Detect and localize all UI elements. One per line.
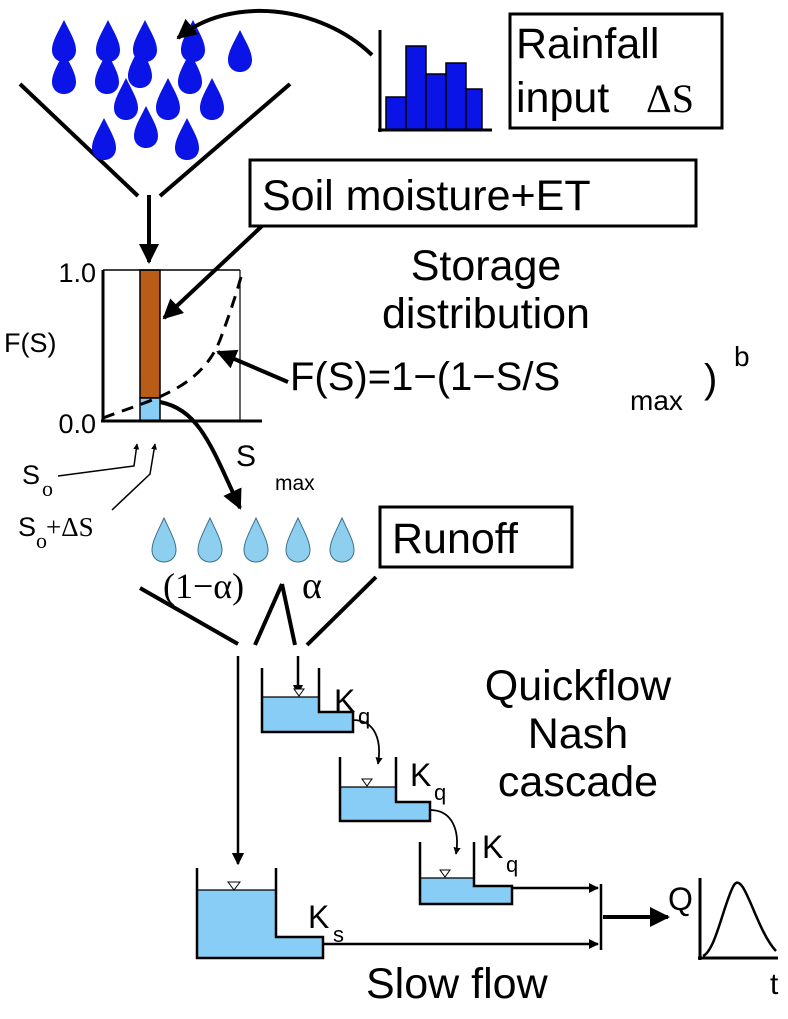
formula-main: F(S)=1−(1−S/S	[290, 355, 560, 399]
soil-moisture-label: Soil moisture+ET	[262, 172, 591, 220]
storage-distribution-curve	[102, 269, 245, 420]
axis-y-top-label: 1.0	[58, 258, 96, 288]
smax-label-s: S	[236, 440, 256, 473]
kq-3-sub: q	[506, 852, 518, 877]
runoff-drops	[151, 516, 355, 563]
so-label-s: S	[22, 460, 40, 490]
axis-y-title: F(S)	[4, 328, 56, 358]
raindrop-icon	[181, 20, 205, 62]
raindrop-icon	[128, 46, 152, 88]
raindrop-icon	[200, 78, 224, 120]
ks-k: K	[308, 899, 329, 935]
quickflow-reservoir-1: K q	[260, 668, 370, 734]
soil-moisture-arrow	[162, 224, 264, 320]
rainfall-delta-s: ΔS	[646, 76, 694, 121]
rainfall-label-line1: Rainfall	[516, 20, 659, 68]
soil-moisture-bar	[139, 269, 161, 399]
raindrop-icon	[329, 516, 355, 563]
one-minus-alpha-label: (1−α)	[163, 566, 244, 606]
formula-sub: max	[630, 385, 683, 416]
raindrop-icon	[197, 516, 223, 563]
quickflow-label-line1: Quickflow	[485, 662, 672, 710]
water-level-marker-icon	[293, 688, 305, 697]
kq-2-k: K	[410, 757, 431, 793]
sods-label-rest: +ΔS	[46, 512, 94, 542]
sods-label-s: S	[18, 512, 36, 542]
kq-1-k: K	[334, 683, 355, 719]
kq-3-k: K	[482, 829, 503, 865]
water-level-marker-icon	[227, 881, 241, 891]
so-label-sub: o	[42, 476, 53, 501]
raindrop-icon	[92, 118, 116, 160]
rain-drops	[52, 20, 252, 160]
raindrop-icon	[178, 52, 202, 94]
runoff-label: Runoff	[392, 515, 519, 563]
raindrop-icon	[95, 52, 119, 94]
raindrop-icon	[285, 516, 311, 563]
raindrop-icon	[156, 78, 180, 120]
formula-exponent: b	[734, 341, 750, 372]
formula-arrow	[216, 349, 289, 384]
raindrop-icon	[134, 106, 158, 148]
cascade-arrow-1	[352, 719, 383, 765]
formula: F(S)=1−(1−S/S max ) b	[290, 341, 750, 416]
q-label: Q	[668, 881, 693, 917]
soil-moisture-box: Soil moisture+ET	[248, 158, 698, 228]
quickflow-reservoir-2: K q	[338, 757, 446, 823]
hydrograph-icon: Q t	[668, 878, 779, 1001]
ks-sub: s	[333, 922, 344, 947]
histogram-icon	[378, 30, 492, 132]
slowflow-reservoir: K s	[195, 868, 344, 960]
alpha-label: α	[302, 565, 322, 607]
quickflow-label-line3: cascade	[498, 758, 658, 806]
raindrop-icon	[96, 20, 120, 62]
storage-label-line1: Storage	[411, 242, 562, 290]
raindrop-icon	[151, 516, 177, 563]
raindrop-icon	[52, 20, 76, 62]
runoff-box: Runoff	[378, 505, 574, 569]
rain-funnel	[18, 82, 292, 198]
formula-close: )	[704, 357, 717, 401]
quickflow-label-line2: Nash	[528, 710, 628, 758]
raindrop-icon	[243, 516, 269, 563]
axis-y-bottom-label: 0.0	[58, 409, 96, 439]
rainfall-label-line2: input	[516, 74, 609, 122]
water-level-marker-icon	[439, 869, 451, 878]
quickflow-reservoir-3: K q	[418, 829, 518, 906]
raindrop-icon	[52, 52, 76, 94]
storage-to-runoff-arrow	[159, 400, 242, 510]
raindrop-icon	[228, 30, 252, 72]
raindrop-icon	[114, 78, 138, 120]
cascade-arrow-2	[429, 809, 461, 855]
storage-chart: 1.0 0.0 F(S) S max	[4, 258, 315, 495]
storage-label-line2: distribution	[382, 290, 590, 338]
rainfall-arrow	[176, 8, 374, 57]
water-level-marker-icon	[361, 778, 373, 787]
kq-2-sub: q	[434, 780, 446, 805]
rainfall-input-box: Rainfall input ΔS	[508, 12, 724, 130]
smax-label-sub: max	[275, 472, 315, 495]
raindrop-icon	[175, 118, 199, 160]
t-label: t	[770, 968, 779, 1001]
split-funnel	[139, 575, 378, 647]
so-markers: S o S o +ΔS	[18, 443, 158, 553]
sods-label-sub: o	[36, 528, 47, 553]
slow-flow-label: Slow flow	[366, 960, 549, 1008]
